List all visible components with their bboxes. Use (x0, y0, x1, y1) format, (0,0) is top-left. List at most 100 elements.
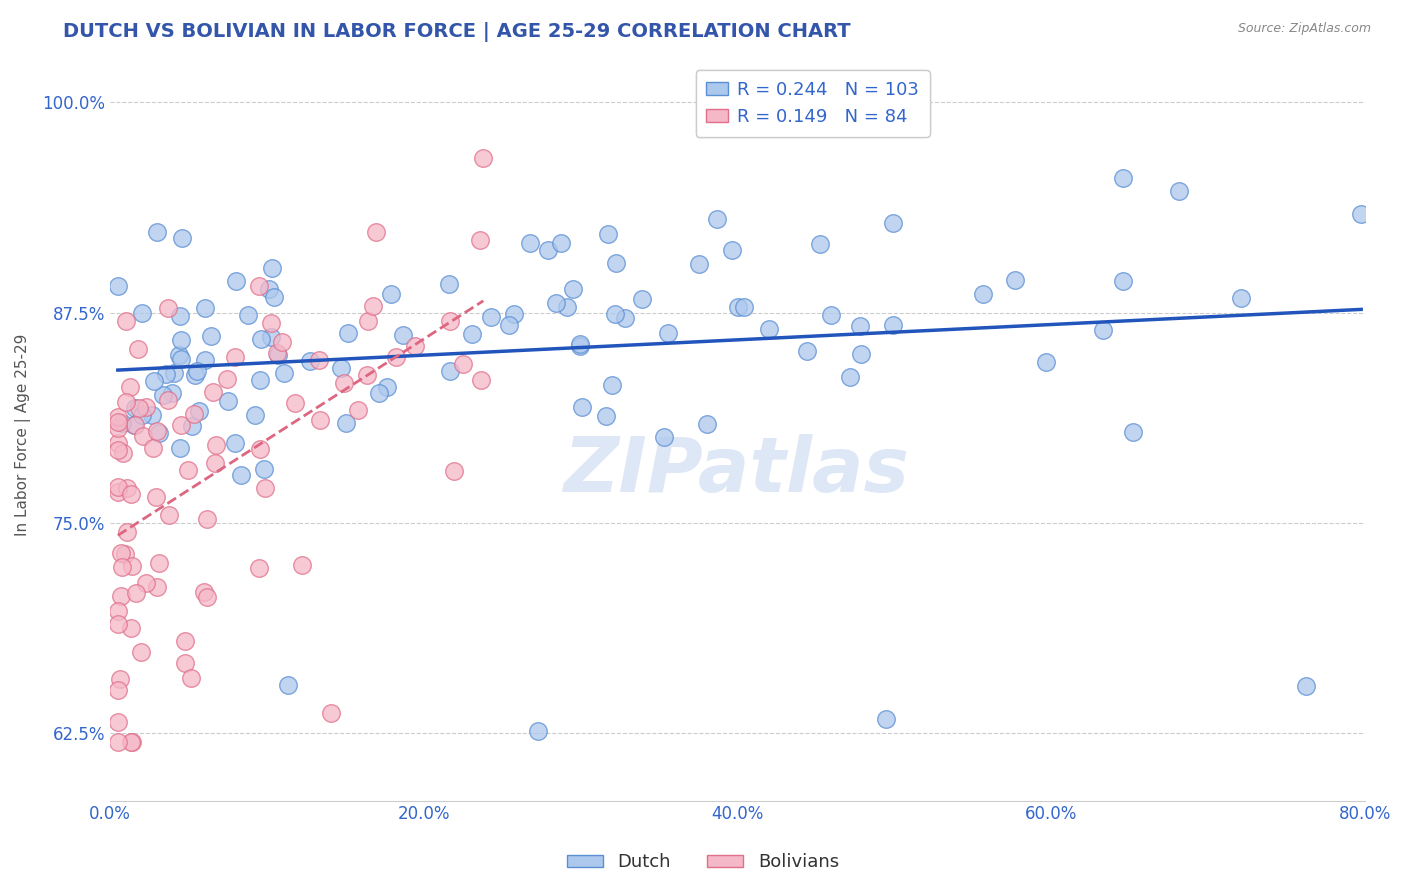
Point (115, 524, 138, 539)
Point (111, 446, 134, 460)
Point (439, 364, 461, 378)
Point (613, 310, 636, 325)
Point (217, 372, 239, 386)
Point (194, 301, 217, 315)
Point (706, 211, 728, 226)
Point (849, 347, 872, 361)
Point (603, 307, 626, 321)
Point (346, 402, 368, 417)
Point (727, 300, 749, 314)
Point (796, 343, 818, 358)
Point (657, 326, 679, 341)
Point (291, 558, 314, 572)
Point (451, 357, 474, 371)
Point (356, 368, 378, 383)
Point (299, 354, 322, 368)
Point (135, 400, 157, 414)
Point (157, 508, 180, 523)
Point (361, 299, 384, 313)
Point (152, 388, 174, 402)
Point (167, 348, 190, 362)
Point (107, 480, 129, 494)
Point (498, 318, 520, 332)
Point (121, 735, 143, 749)
Point (195, 590, 218, 604)
Point (384, 350, 406, 364)
Point (187, 404, 209, 418)
Point (148, 426, 170, 441)
Point (273, 367, 295, 381)
Point (146, 424, 169, 438)
Point (131, 306, 153, 320)
Point (107, 616, 129, 631)
Point (107, 714, 129, 729)
Point (107, 415, 129, 429)
Point (472, 151, 495, 165)
Point (600, 378, 623, 392)
Point (260, 316, 283, 330)
Point (115, 481, 138, 495)
Point (439, 314, 461, 328)
Point (595, 409, 617, 424)
Point (972, 287, 994, 301)
Point (443, 464, 465, 478)
Point (131, 408, 153, 422)
Point (688, 257, 710, 271)
Point (357, 314, 380, 328)
Point (544, 296, 567, 310)
Point (107, 436, 129, 450)
Point (468, 233, 491, 247)
Point (176, 463, 198, 477)
Point (170, 351, 193, 366)
Point (503, 307, 526, 321)
Point (332, 376, 354, 390)
Point (253, 462, 276, 476)
Point (146, 581, 169, 595)
Point (120, 735, 142, 749)
Point (820, 308, 842, 322)
Point (561, 282, 583, 296)
Point (110, 589, 132, 603)
Point (368, 386, 391, 401)
Point (277, 678, 299, 692)
Point (125, 586, 148, 600)
Point (145, 490, 167, 504)
Point (437, 277, 460, 292)
Point (875, 712, 897, 726)
Point (392, 327, 415, 342)
Point (129, 645, 152, 659)
Point (1004, 272, 1026, 286)
Point (249, 442, 271, 456)
Point (733, 300, 755, 314)
Point (260, 329, 283, 343)
Point (107, 485, 129, 500)
Point (217, 393, 239, 408)
Point (225, 274, 247, 288)
Point (229, 468, 252, 483)
Point (377, 380, 399, 394)
Point (404, 339, 426, 353)
Point (263, 290, 285, 304)
Point (108, 672, 131, 686)
Point (243, 409, 266, 423)
Point (308, 353, 330, 368)
Point (1092, 323, 1115, 337)
Point (335, 416, 357, 430)
Point (1035, 355, 1057, 369)
Point (330, 360, 353, 375)
Text: ZIPatlas: ZIPatlas (564, 434, 911, 508)
Point (247, 279, 270, 293)
Point (195, 512, 218, 526)
Point (882, 216, 904, 230)
Point (200, 329, 222, 343)
Point (142, 441, 165, 455)
Point (141, 408, 163, 422)
Point (247, 561, 270, 575)
Legend: Dutch, Bolivians: Dutch, Bolivians (560, 847, 846, 879)
Point (481, 310, 503, 324)
Point (111, 560, 134, 574)
Point (115, 314, 138, 328)
Point (157, 301, 180, 316)
Point (184, 368, 207, 383)
Point (808, 237, 831, 252)
